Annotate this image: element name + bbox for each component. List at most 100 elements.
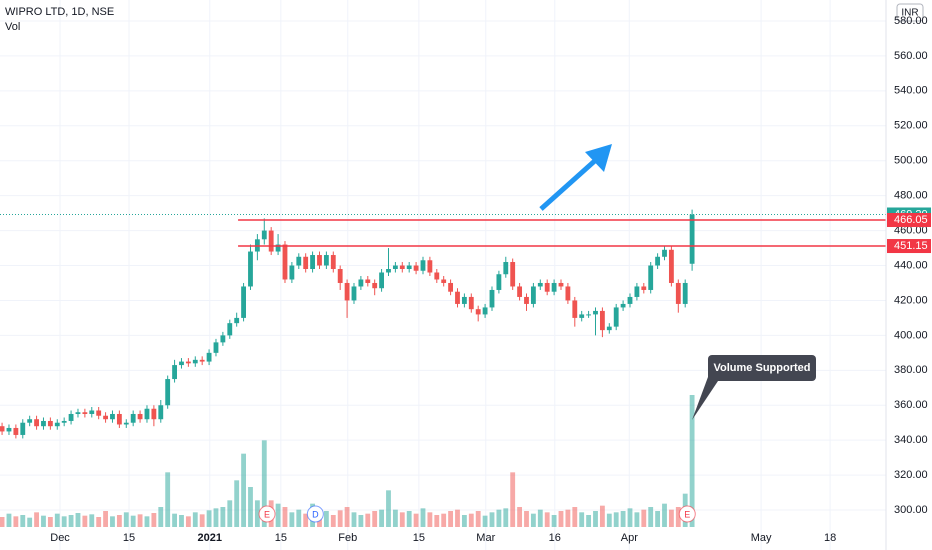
candle-body — [365, 279, 371, 283]
level-box — [887, 213, 931, 228]
volume-bar — [648, 507, 654, 527]
candle-body — [517, 286, 523, 297]
x-tick-label: Mar — [476, 532, 495, 544]
candles — [0, 209, 695, 439]
candle-body — [6, 427, 12, 432]
volume-bar — [275, 503, 281, 527]
volume-bar — [524, 511, 529, 527]
candle-body — [116, 413, 122, 425]
x-tick-label: 16 — [549, 532, 561, 544]
candle-body — [392, 265, 398, 270]
volume-bar — [662, 503, 667, 527]
y-tick-label: 540.00 — [894, 85, 928, 97]
candle-body — [627, 296, 633, 304]
volume-bar — [468, 513, 474, 527]
x-tick-label: 15 — [413, 532, 425, 544]
volume-bar — [510, 472, 516, 527]
candle-body — [185, 361, 191, 364]
candle-body — [413, 265, 419, 271]
volume-bar — [496, 509, 502, 527]
candle-body — [103, 415, 108, 420]
callout-text: Volume Supported — [714, 362, 811, 374]
candle-body — [593, 310, 598, 315]
volume-bar — [634, 512, 640, 527]
volume-bar — [351, 512, 357, 527]
candle-body — [662, 249, 667, 257]
grid — [0, 0, 886, 550]
candle-body — [372, 282, 378, 289]
candle-body — [579, 314, 585, 318]
volume-bar — [172, 513, 177, 527]
candle-body — [455, 291, 460, 304]
x-tick-label: 2021 — [198, 532, 222, 544]
candle-body — [496, 274, 502, 290]
volume-bar — [530, 513, 536, 527]
volume-bar — [27, 517, 33, 527]
candle-body — [123, 422, 129, 425]
candle-body — [544, 282, 550, 292]
volume-bar — [185, 516, 191, 527]
candle-body — [296, 256, 302, 266]
volume-bar — [192, 512, 198, 527]
volume-bar — [213, 508, 219, 527]
volume-bar — [199, 514, 205, 527]
currency-label: INR — [901, 8, 918, 19]
callout-box — [708, 355, 816, 381]
candle-body — [13, 427, 19, 435]
volume-bar — [123, 512, 129, 527]
volume-bar — [137, 514, 143, 527]
volume-bar — [434, 515, 440, 527]
volume-bar — [179, 515, 184, 527]
level-box — [887, 239, 931, 254]
candle-body — [323, 255, 329, 266]
candle-body — [317, 255, 322, 266]
volume-bar — [41, 515, 46, 527]
volume-bar — [448, 511, 454, 527]
volume-bar — [130, 515, 136, 527]
candle-body — [34, 419, 39, 427]
candle-body — [41, 420, 46, 427]
event-marker — [258, 505, 276, 523]
candle-body — [130, 413, 136, 423]
volume-bar — [572, 507, 578, 527]
candle-body — [586, 314, 592, 316]
event-label: E — [264, 509, 270, 519]
candle-body — [386, 269, 391, 273]
volume-bar — [565, 509, 571, 527]
volume-bar — [613, 512, 619, 527]
symbol-title: WIPRO LTD, 1D, NSE — [5, 6, 114, 18]
candle-body — [655, 256, 661, 266]
volume-bar — [6, 513, 12, 527]
volume-bar — [47, 517, 53, 527]
volume-bar — [441, 513, 447, 527]
candle-body — [227, 323, 233, 336]
y-tick-label: 320.00 — [894, 469, 928, 481]
x-tick-label: 15 — [123, 532, 135, 544]
candle-body — [303, 256, 309, 270]
candle-body — [213, 342, 219, 353]
volume-bar — [461, 515, 467, 527]
candle-body — [406, 265, 412, 270]
candle-body — [192, 359, 198, 364]
volume-bar — [455, 509, 460, 527]
candle-body — [248, 251, 253, 287]
candle-body — [503, 262, 509, 275]
event-marker — [678, 505, 696, 523]
candle-body — [172, 365, 177, 380]
candle-body — [275, 244, 281, 252]
volume-bar — [116, 515, 122, 527]
y-tick-label: 500.00 — [894, 155, 928, 167]
x-tick-label: 15 — [275, 532, 287, 544]
x-tick-label: 18 — [824, 532, 836, 544]
arrow-shaft — [539, 156, 600, 211]
volume-bar — [303, 513, 309, 527]
volume-bar — [668, 509, 674, 527]
candle-body — [206, 352, 212, 362]
candle-body — [234, 317, 240, 324]
candle-body — [537, 282, 543, 287]
candle-body — [461, 296, 467, 304]
volume-bar — [606, 513, 612, 527]
volume-bar — [151, 513, 157, 527]
candle-body — [199, 359, 205, 362]
